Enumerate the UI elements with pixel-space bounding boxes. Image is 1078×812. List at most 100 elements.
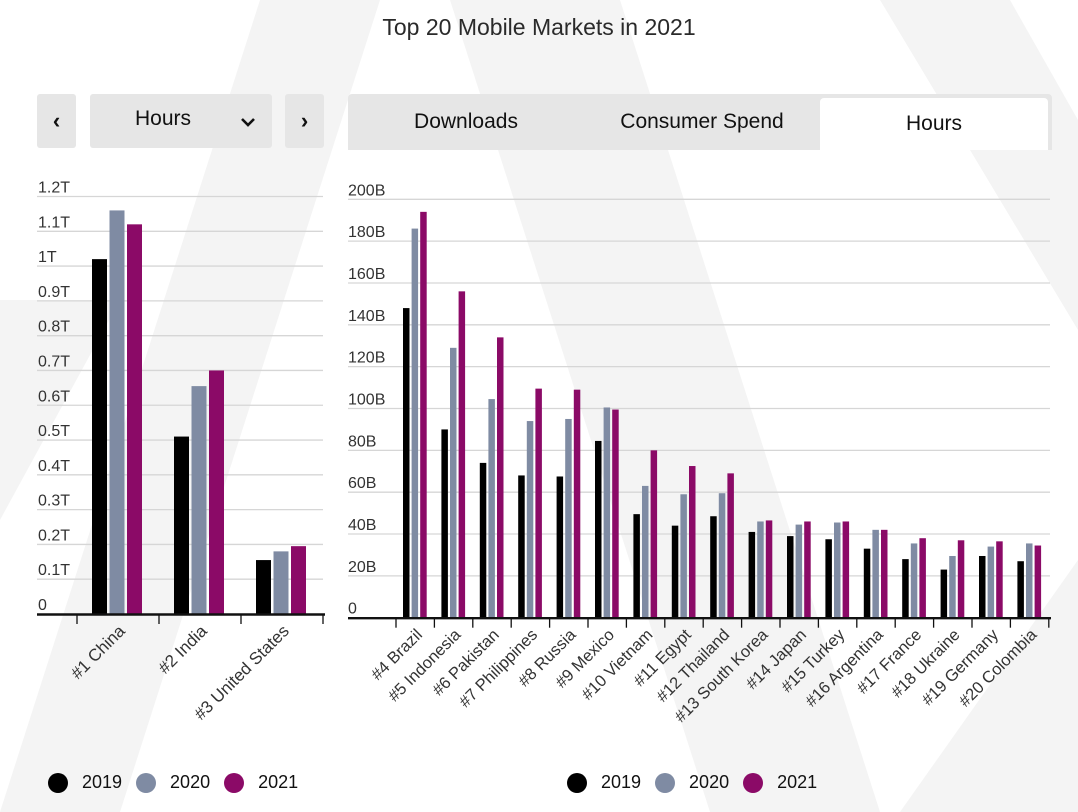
y-tick-label: 40B bbox=[348, 517, 376, 534]
bar-2020 bbox=[565, 418, 572, 618]
chevron-down-icon bbox=[241, 118, 255, 127]
bar-2021 bbox=[209, 370, 224, 614]
bar-2021 bbox=[497, 337, 504, 618]
y-tick-label: 200B bbox=[348, 182, 385, 199]
y-tick-label: 0.9T bbox=[38, 284, 70, 301]
bar-2019 bbox=[595, 440, 602, 618]
bar-2019 bbox=[787, 536, 794, 618]
bar-2020 bbox=[526, 421, 534, 618]
tab-consumer-spend[interactable]: Consumer Spend bbox=[620, 110, 784, 133]
legend-item-2020[interactable]: 2020 bbox=[136, 772, 210, 793]
y-tick-label: 140B bbox=[348, 308, 385, 325]
y-tick-label: 0.8T bbox=[38, 319, 70, 336]
y-tick-label: 0.3T bbox=[38, 493, 70, 510]
legend-right: 2019 2020 2021 bbox=[567, 772, 831, 793]
bar-2020 bbox=[757, 521, 764, 618]
bar-2021 bbox=[727, 473, 734, 618]
bar-2019 bbox=[710, 516, 717, 618]
bar-2020 bbox=[949, 555, 956, 618]
bar-2021 bbox=[765, 520, 773, 618]
bar-2019 bbox=[441, 429, 448, 618]
y-tick-label: 0.6T bbox=[38, 388, 70, 405]
chevron-left-icon: ‹ bbox=[52, 108, 61, 133]
legend-item-2019[interactable]: 2019 bbox=[567, 772, 641, 793]
y-tick-label: 180B bbox=[348, 224, 385, 241]
legend-dot-icon bbox=[655, 772, 676, 793]
legend-label: 2020 bbox=[689, 772, 730, 792]
bar-2021 bbox=[420, 211, 427, 618]
bar-2019 bbox=[518, 475, 525, 618]
legend-label: 2019 bbox=[82, 772, 123, 792]
bar-2019 bbox=[256, 560, 271, 614]
bar-2021 bbox=[535, 388, 542, 618]
next-button[interactable]: › bbox=[285, 94, 324, 148]
dropdown-selected-value: Hours bbox=[134, 107, 192, 130]
bar-2020 bbox=[1026, 543, 1033, 618]
legend-item-2020[interactable]: 2020 bbox=[655, 772, 729, 793]
bar-2019 bbox=[902, 559, 909, 618]
legend-item-2019[interactable]: 2019 bbox=[48, 772, 122, 793]
bar-2020 bbox=[872, 529, 879, 618]
right-bar-chart: 020B40B60B80B100B120B140B160B180B200B#4 … bbox=[348, 182, 1051, 726]
bar-2020 bbox=[109, 210, 125, 614]
chevron-right-icon: › bbox=[300, 108, 309, 133]
x-category-label: #2 India bbox=[155, 621, 212, 678]
tab-downloads[interactable]: Downloads bbox=[414, 110, 518, 133]
y-tick-label: 1.1T bbox=[38, 214, 70, 231]
bar-2019 bbox=[92, 259, 107, 614]
y-tick-label: 0 bbox=[38, 597, 47, 614]
chart-title: Top 20 Mobile Markets in 2021 bbox=[382, 14, 696, 40]
legend-label: 2021 bbox=[258, 772, 299, 792]
bar-2021 bbox=[881, 529, 888, 618]
bar-2019 bbox=[556, 476, 564, 618]
bar-2020 bbox=[450, 347, 457, 618]
left-bar-chart: 0 0.1T 0.2T 0.3T 0.4T 0.5T 0.6T 0.7T 0.8T 0.9T 1T 1… bbox=[37, 180, 325, 724]
legend-label: 2020 bbox=[170, 772, 211, 792]
bar-2020 bbox=[488, 399, 495, 618]
bar-2020 bbox=[603, 407, 611, 618]
bar-2019 bbox=[671, 525, 679, 618]
y-tick-label: 0.2T bbox=[38, 527, 70, 544]
bar-2021 bbox=[573, 389, 581, 618]
y-tick-label: 1.2T bbox=[38, 180, 70, 197]
bar-2020 bbox=[273, 551, 289, 614]
legend-dot-icon bbox=[48, 772, 68, 793]
bar-2021 bbox=[291, 546, 306, 614]
legend-item-2021[interactable]: 2021 bbox=[224, 772, 298, 793]
legend-dot-icon bbox=[224, 772, 245, 793]
metric-dropdown[interactable]: Hours bbox=[90, 94, 272, 148]
bar-2019 bbox=[1017, 561, 1024, 618]
bar-2019 bbox=[174, 436, 189, 614]
bar-2021 bbox=[804, 521, 811, 618]
bar-2019 bbox=[403, 308, 410, 618]
y-tick-label: 80B bbox=[348, 433, 376, 450]
y-tick-label: 60B bbox=[348, 475, 376, 492]
legend-item-2021[interactable]: 2021 bbox=[743, 772, 817, 793]
bar-2020 bbox=[642, 485, 649, 618]
bar-2019 bbox=[979, 555, 986, 618]
legend-dot-icon bbox=[567, 772, 587, 793]
legend-left: 2019 2020 2021 bbox=[48, 772, 312, 793]
tab-hours[interactable]: Hours bbox=[820, 98, 1048, 150]
bar-2021 bbox=[1034, 545, 1042, 618]
bar-2019 bbox=[479, 462, 487, 618]
y-tick-label: 120B bbox=[348, 350, 385, 367]
y-tick-label: 100B bbox=[348, 392, 385, 409]
previous-button[interactable]: ‹ bbox=[37, 94, 76, 148]
bar-2019 bbox=[633, 514, 640, 618]
y-tick-label: 0.7T bbox=[38, 353, 70, 370]
bar-2021 bbox=[612, 409, 619, 618]
bar-2019 bbox=[748, 531, 756, 618]
bar-2021 bbox=[650, 450, 658, 618]
y-tick-label: 0.4T bbox=[38, 458, 70, 475]
x-category-label: #1 China bbox=[67, 621, 129, 683]
bar-2021 bbox=[919, 538, 926, 618]
bar-2021 bbox=[127, 224, 142, 615]
bar-2020 bbox=[795, 524, 803, 618]
bar-2021 bbox=[458, 291, 466, 618]
bar-2020 bbox=[987, 546, 995, 618]
bar-2021 bbox=[689, 466, 696, 618]
bar-2020 bbox=[834, 522, 841, 618]
y-tick-label: 0.1T bbox=[38, 562, 70, 579]
y-tick-label: 0 bbox=[348, 601, 357, 618]
